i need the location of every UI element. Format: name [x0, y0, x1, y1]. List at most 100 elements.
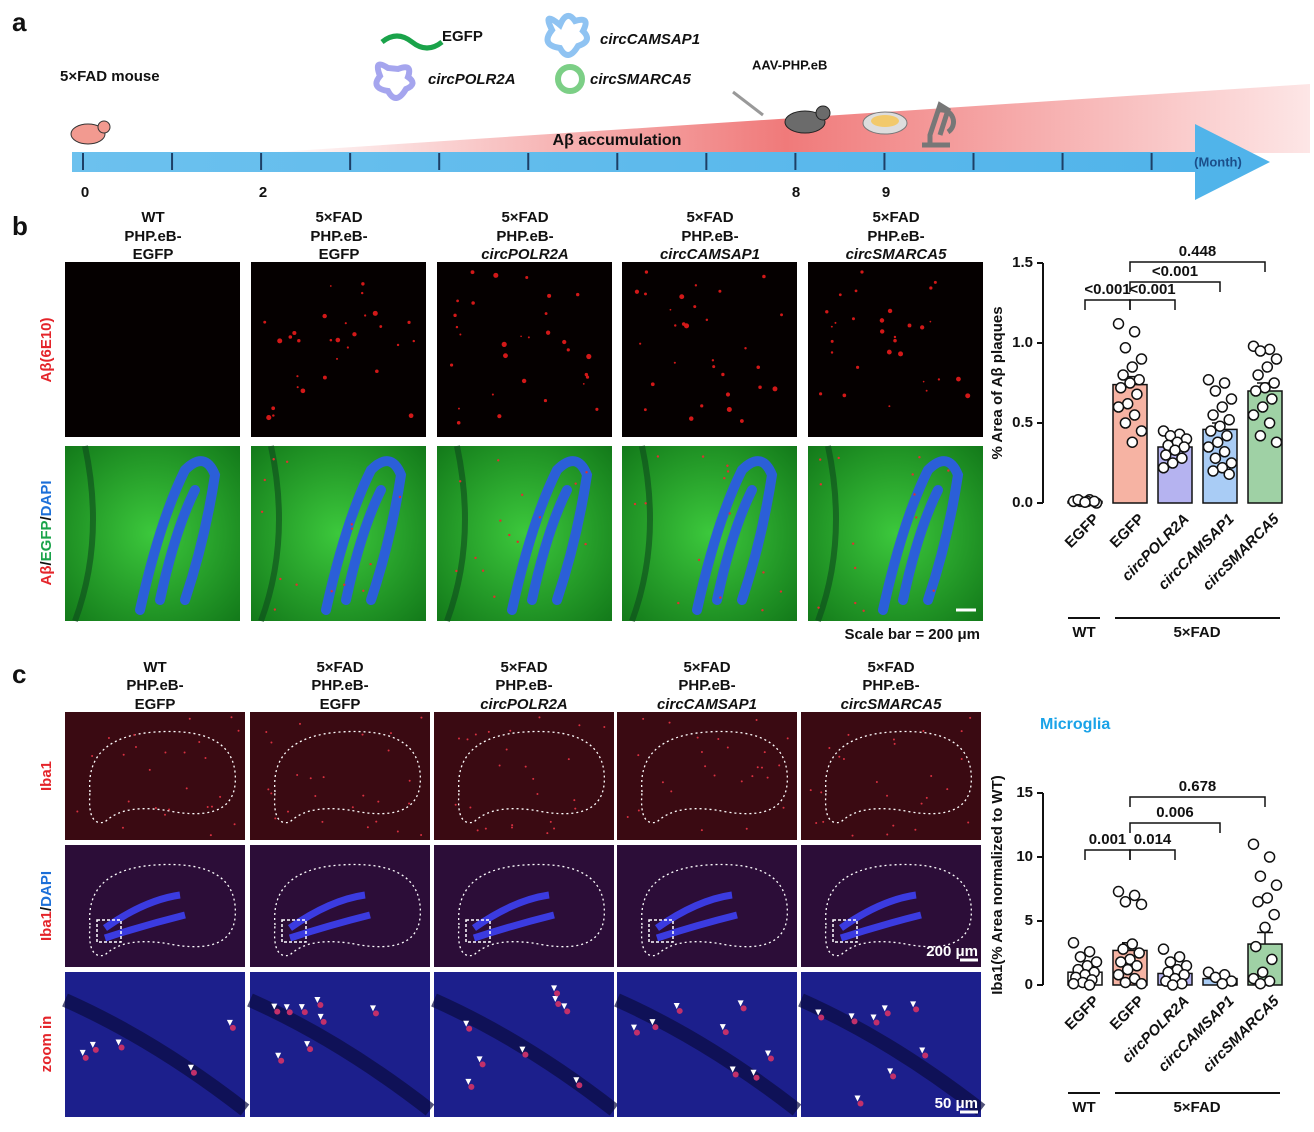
plaque — [718, 289, 722, 293]
data-point — [1126, 361, 1139, 373]
plaque — [644, 502, 647, 505]
dentate-gyrus — [102, 891, 186, 942]
plaque — [379, 325, 383, 328]
column-header: PHP.eB- — [311, 677, 368, 694]
plaque — [739, 419, 744, 423]
plaque — [834, 321, 837, 324]
microglia-signal — [511, 826, 514, 829]
plaque — [780, 313, 783, 317]
data-point — [1218, 446, 1231, 458]
column-header: PHP.eB- — [310, 228, 367, 245]
microglia-signal — [466, 738, 469, 741]
microglia-signal — [420, 834, 423, 837]
arrowhead — [298, 1004, 305, 1011]
plaque — [937, 378, 941, 381]
data-point — [1121, 963, 1134, 976]
micrograph — [250, 712, 430, 840]
plaque — [458, 480, 462, 483]
arrowhead — [465, 1078, 472, 1085]
microglia — [564, 1008, 571, 1015]
plaque — [574, 482, 577, 485]
plaque — [918, 455, 921, 459]
microglia-signal — [847, 733, 850, 736]
arrowhead — [314, 997, 321, 1004]
plaque — [830, 339, 834, 343]
microglia-signal — [661, 781, 664, 784]
arrowhead — [369, 1005, 376, 1012]
zoom-box — [96, 919, 122, 943]
column-header: 5×FAD — [501, 209, 548, 226]
plaque — [932, 589, 935, 592]
microglia-signal — [377, 800, 380, 803]
plaque — [272, 414, 275, 417]
microglia-signal — [536, 793, 539, 796]
data-point — [1117, 943, 1129, 955]
microglia-signal — [745, 827, 748, 830]
row-label-part: / — [38, 906, 55, 911]
microglia-signal — [892, 824, 895, 827]
microglia-signal — [637, 754, 640, 757]
arrowhead — [275, 1052, 282, 1059]
data-point — [1254, 430, 1267, 442]
data-point — [1135, 898, 1148, 911]
plaque — [362, 589, 365, 592]
plaque — [470, 270, 475, 275]
plaque — [650, 382, 655, 387]
data-point — [1209, 385, 1222, 397]
arrowhead — [552, 995, 559, 1002]
column-header: PHP.eB- — [862, 677, 919, 694]
column-header: EGFP — [135, 696, 176, 713]
plaque — [726, 464, 729, 467]
plaque — [915, 516, 918, 519]
plaque — [633, 502, 637, 506]
data-point — [1117, 369, 1129, 381]
chart-title: Microglia — [1040, 716, 1110, 733]
microglia-signal — [133, 733, 136, 736]
microglia-signal — [265, 730, 268, 733]
microglia-signal — [763, 751, 766, 754]
time-label: 9 — [882, 184, 890, 201]
plaque — [263, 320, 267, 324]
row-label: zoom in — [38, 1016, 55, 1073]
plaque — [634, 289, 640, 294]
plaque — [819, 483, 823, 486]
data-point — [1252, 369, 1264, 381]
microglia-signal — [154, 807, 157, 810]
time-label: 2 — [259, 184, 267, 201]
data-point — [1112, 318, 1125, 330]
plaque — [929, 320, 932, 323]
row-label-part: EGFP — [38, 521, 55, 562]
tissue-band — [247, 993, 435, 1116]
column-header: PHP.eB- — [496, 228, 553, 245]
microglia-signal — [567, 758, 570, 761]
plaque — [854, 289, 858, 293]
microglia — [913, 1006, 920, 1013]
y-tick-label: 1.5 — [1012, 254, 1033, 271]
data-point — [1250, 940, 1262, 953]
plaque — [818, 458, 822, 461]
microglia-signal — [696, 736, 699, 739]
data-point — [1160, 449, 1172, 461]
column-header: PHP.eB- — [681, 228, 738, 245]
plaque — [933, 280, 937, 284]
plaque — [545, 330, 551, 335]
data-point — [1254, 977, 1267, 990]
plaque — [719, 596, 722, 599]
microglia-signal — [946, 788, 949, 791]
plaque — [762, 274, 766, 279]
arrowhead — [630, 1024, 637, 1031]
plaque — [456, 420, 461, 425]
row-label-part: / — [38, 561, 55, 566]
plaque — [586, 353, 592, 360]
plaque — [772, 386, 778, 392]
plaque — [493, 595, 496, 598]
plaque — [544, 312, 548, 315]
arrowhead — [719, 1024, 726, 1031]
plaque — [830, 351, 834, 354]
microglia-signal — [76, 810, 79, 813]
data-point — [1067, 977, 1080, 990]
column-header: 5×FAD — [872, 209, 919, 226]
microglia-signal — [287, 810, 290, 813]
data-point — [1266, 393, 1278, 405]
circ-icon — [373, 12, 590, 101]
